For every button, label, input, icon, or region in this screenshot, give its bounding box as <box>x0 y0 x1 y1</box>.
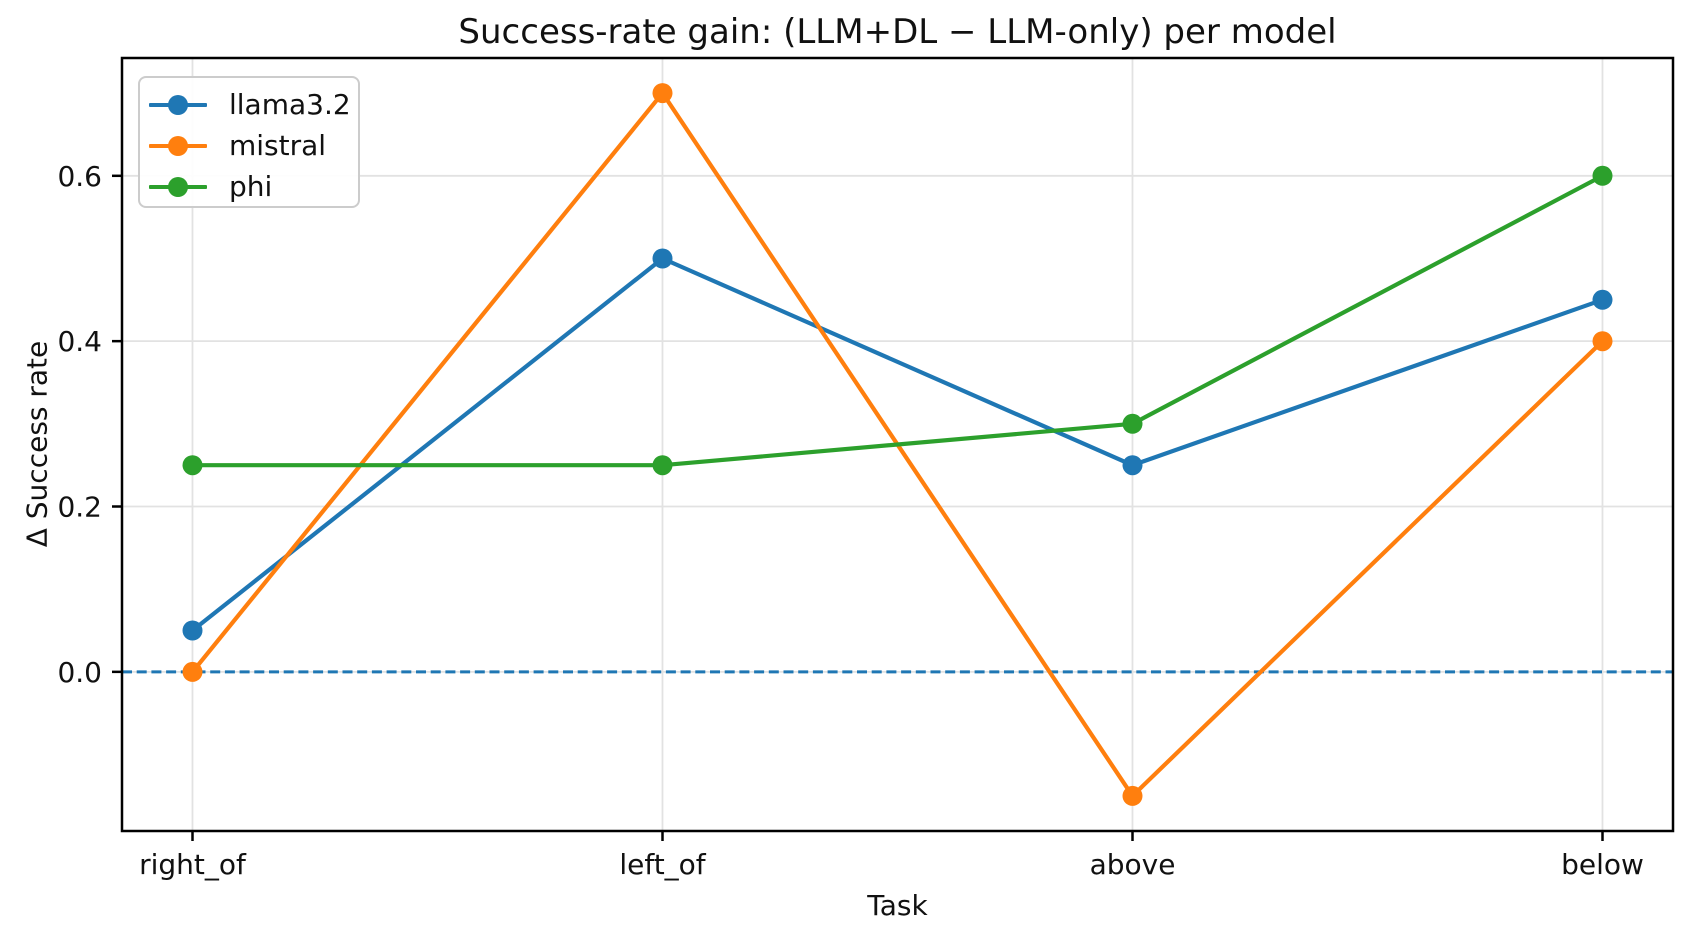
xtick-label-left_of: left_of <box>619 848 706 881</box>
xtick-label-below: below <box>1561 848 1644 881</box>
ytick-label-0.0: 0.0 <box>57 656 102 689</box>
point-phi-left_of <box>652 455 673 476</box>
legend-label: llama3.2 <box>229 88 351 121</box>
axes-frame <box>120 56 1675 833</box>
legend-dot-icon <box>168 94 188 115</box>
legend-item: mistral <box>149 125 358 166</box>
series-line-llama3.2 <box>191 256 1604 633</box>
legend-label: mistral <box>229 129 327 162</box>
point-phi-below <box>1592 165 1613 186</box>
legend-line-sample <box>149 135 207 156</box>
legend-dot-icon <box>168 176 188 197</box>
ytick-label-0.4: 0.4 <box>57 325 102 358</box>
point-phi-right_of <box>182 455 203 476</box>
legend-label: phi <box>229 170 273 203</box>
point-llama3.2-below <box>1592 289 1613 310</box>
point-mistral-above <box>1122 785 1143 806</box>
legend: llama3.2 mistral phi <box>138 76 360 208</box>
legend-dot-icon <box>168 135 188 156</box>
xtick-label-right_of: right_of <box>139 848 247 881</box>
point-llama3.2-above <box>1122 455 1143 476</box>
legend-item: llama3.2 <box>149 84 358 125</box>
x-axis-label: Task <box>867 889 928 922</box>
point-llama3.2-right_of <box>182 620 203 641</box>
ytick-label-0.6: 0.6 <box>57 160 102 193</box>
point-phi-above <box>1122 413 1143 434</box>
legend-line-sample <box>149 94 207 115</box>
legend-line-sample <box>149 176 207 197</box>
point-mistral-left_of <box>652 83 673 104</box>
chart-title: Success-rate gain: (LLM+DL − LLM-only) p… <box>458 12 1337 52</box>
point-mistral-below <box>1592 331 1613 352</box>
point-llama3.2-left_of <box>652 248 673 269</box>
legend-item: phi <box>149 166 358 207</box>
ytick-label-0.2: 0.2 <box>57 491 102 524</box>
y-axis-label: Δ Success rate <box>20 340 54 548</box>
series-line-phi <box>192 173 1604 468</box>
xtick-label-above: above <box>1090 848 1176 881</box>
point-mistral-right_of <box>182 661 203 682</box>
